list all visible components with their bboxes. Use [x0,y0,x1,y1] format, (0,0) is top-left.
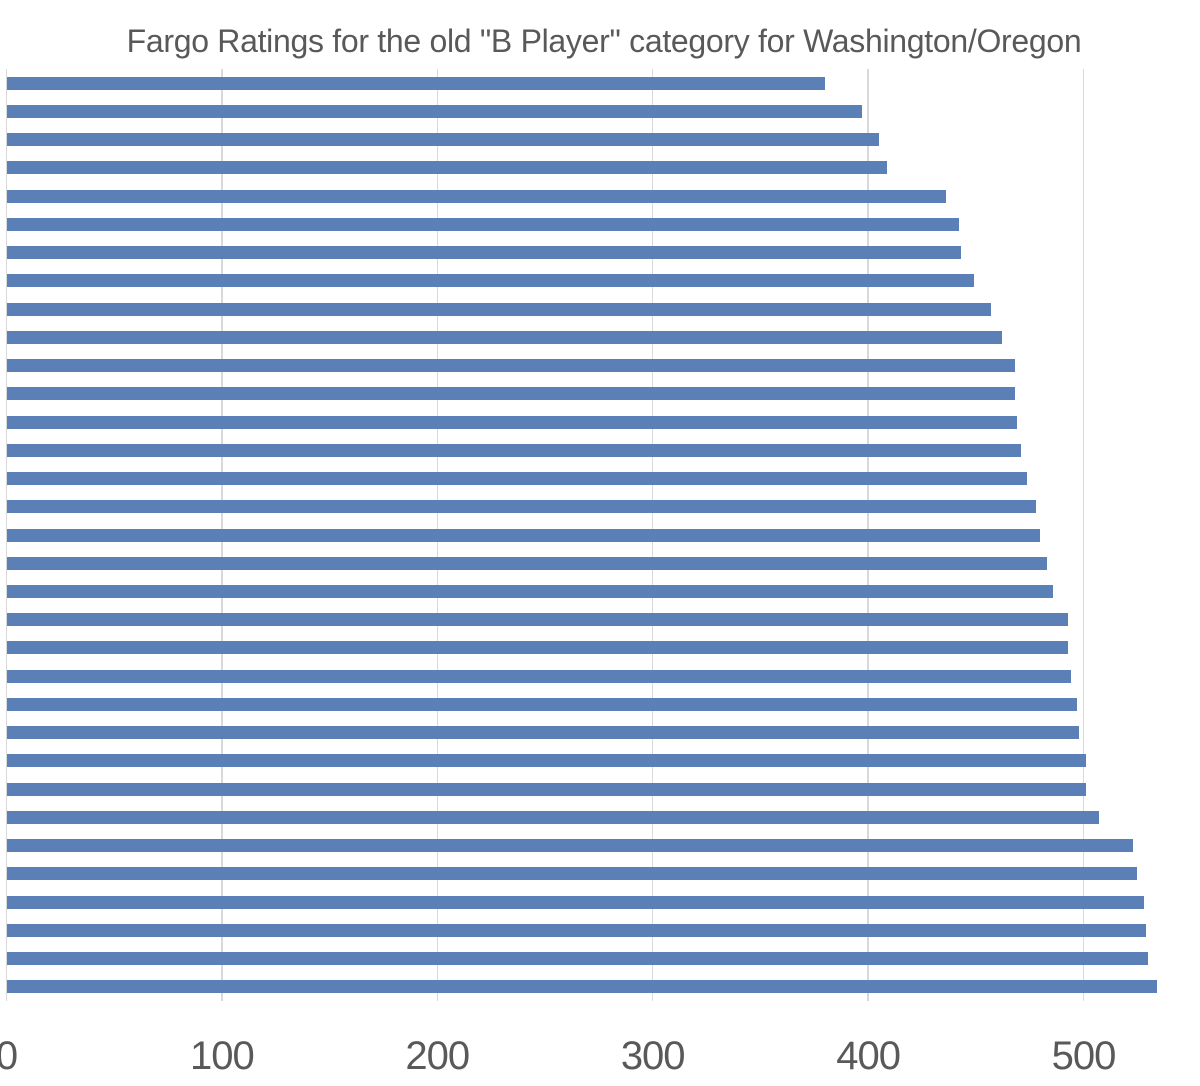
bar [6,161,888,175]
bar [6,810,1099,824]
bar [6,980,1157,994]
bar [6,330,1002,344]
bar [6,500,1037,514]
bar [6,839,1134,853]
bar [6,641,1069,655]
bar [6,669,1071,683]
bar [6,895,1144,909]
x-axis-tick-label: 300 [620,1034,686,1078]
bar [6,415,1017,429]
bar [6,246,961,260]
bar [6,697,1078,711]
x-axis-tick-label: 400 [836,1034,901,1078]
x-axis-tick-label: 200 [405,1034,470,1078]
bar [6,387,1015,401]
bar [6,867,1138,881]
bar [6,104,862,118]
bar [6,754,1086,768]
bar [6,443,1022,457]
bar [6,726,1080,740]
bar [6,217,959,231]
bar [6,359,1015,373]
bar [6,952,1149,966]
bar [6,189,946,203]
bar [6,556,1047,570]
bar [6,133,879,147]
bar [6,472,1028,485]
bar [6,76,826,90]
chart-title: Fargo Ratings for the old "B Player" cat… [126,23,1082,59]
gridline-x-500 [1082,69,1085,1001]
bar [6,923,1146,937]
x-axis-tick-label: 100 [190,1034,255,1078]
bar [6,274,974,288]
bar [6,302,991,316]
bar [6,782,1086,796]
bar [6,584,1054,598]
bar [6,528,1041,542]
bar [6,613,1069,627]
x-axis-tick-label: 500 [1051,1034,1117,1078]
x-axis-tick-label: 0 [0,1034,18,1078]
